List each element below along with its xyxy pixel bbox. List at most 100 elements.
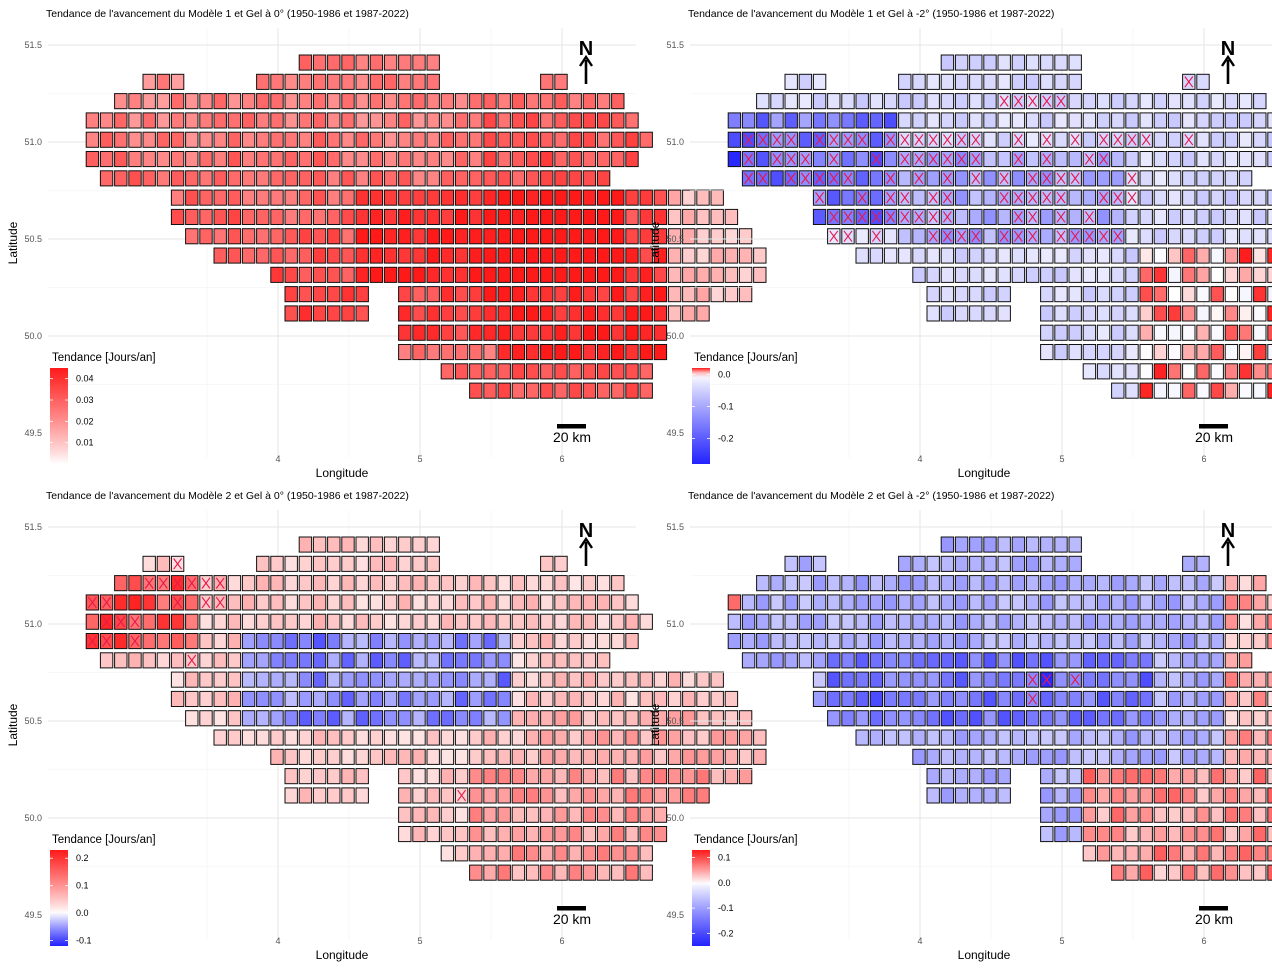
- significance-cross: [201, 596, 211, 609]
- grid-cell: [639, 286, 653, 303]
- grid-cell: [1139, 344, 1153, 361]
- grid-cell: [912, 247, 926, 264]
- grid-cell: [1238, 826, 1253, 843]
- grid-cell: [611, 363, 625, 380]
- grid-cell: [298, 748, 313, 765]
- grid-cell: [1182, 286, 1196, 303]
- grid-cell: [611, 690, 625, 707]
- grid-cell: [497, 671, 511, 688]
- grid-cell: [983, 613, 997, 630]
- grid-cell: [327, 151, 341, 168]
- grid-cell: [940, 671, 955, 688]
- grid-cell: [1238, 208, 1253, 225]
- grid-cell: [940, 633, 955, 650]
- grid-cell: [798, 652, 813, 669]
- grid-cell: [398, 247, 412, 264]
- y-tick-label: 49.5: [666, 910, 684, 920]
- y-axis-label: Latitude: [6, 221, 20, 264]
- grid-cell: [284, 575, 298, 592]
- grid-cell: [724, 768, 739, 785]
- grid-cell: [497, 363, 511, 380]
- grid-cell: [1224, 151, 1239, 168]
- grid-cell: [568, 652, 582, 669]
- grid-cell: [798, 93, 813, 110]
- grid-cell: [997, 247, 1011, 264]
- grid-cell: [1196, 228, 1210, 245]
- grid-cell: [412, 787, 426, 804]
- grid-cell: [855, 93, 869, 110]
- grid-cell: [912, 652, 926, 669]
- grid-cell: [1153, 189, 1168, 206]
- grid-cell: [525, 748, 540, 765]
- grid-cell: [1196, 151, 1210, 168]
- grid-cell: [1040, 690, 1054, 707]
- grid-cell: [383, 729, 398, 746]
- grid-cell: [227, 575, 242, 592]
- significance-cross: [829, 211, 839, 223]
- grid-cell: [483, 613, 497, 630]
- significance-cross: [1113, 134, 1123, 146]
- grid-cell: [1068, 787, 1082, 804]
- grid-cell: [227, 228, 242, 245]
- grid-cell: [270, 671, 284, 688]
- grid-cell: [341, 208, 355, 225]
- grid-cell: [741, 112, 756, 129]
- grid-cell: [1082, 575, 1097, 592]
- grid-cell: [1182, 710, 1196, 727]
- grid-cell: [812, 555, 827, 572]
- grid-cell: [241, 170, 256, 187]
- grid-cell: [969, 671, 983, 688]
- grid-cell: [426, 536, 440, 553]
- grid-cell: [497, 324, 511, 341]
- grid-cell: [841, 652, 855, 669]
- grid-cell: [483, 344, 497, 361]
- grid-cell: [1054, 710, 1068, 727]
- grid-cell: [696, 729, 710, 746]
- grid-cell: [1210, 575, 1224, 592]
- y-tick-label: 50.5: [24, 234, 42, 244]
- grid-cell: [483, 247, 497, 264]
- grid-cell: [383, 748, 398, 765]
- grid-cell: [199, 151, 213, 168]
- significance-cross: [1042, 673, 1052, 686]
- grid-cell: [440, 826, 455, 843]
- grid-cell: [1139, 93, 1153, 110]
- grid-cell: [312, 189, 327, 206]
- grid-cell: [625, 344, 639, 361]
- grid-cell: [653, 208, 668, 225]
- grid-cell: [540, 652, 554, 669]
- grid-cell: [639, 768, 653, 785]
- grid-cell: [1167, 286, 1182, 303]
- grid-cell: [667, 208, 682, 225]
- grid-cell: [954, 93, 969, 110]
- grid-cell: [270, 112, 284, 129]
- grid-cell: [926, 594, 940, 611]
- grid-cell: [170, 189, 185, 206]
- grid-cell: [997, 575, 1011, 592]
- grid-cell: [812, 690, 827, 707]
- scale-bar: [557, 906, 586, 911]
- grid-cell: [596, 382, 611, 399]
- grid-cell: [511, 806, 526, 823]
- grid-cell: [1025, 555, 1040, 572]
- grid-cell: [1253, 228, 1267, 245]
- north-arrow-head-icon: [1221, 536, 1235, 549]
- grid-cell: [312, 729, 327, 746]
- grid-cell: [682, 710, 696, 727]
- grid-cell: [298, 131, 313, 148]
- grid-cell: [128, 594, 142, 611]
- grid-cell: [710, 748, 724, 765]
- grid-cell: [483, 748, 497, 765]
- grid-cell: [596, 305, 611, 322]
- significance-cross: [786, 153, 796, 165]
- grid-cell: [954, 286, 969, 303]
- grid-cell: [426, 305, 440, 322]
- significance-cross: [886, 191, 896, 204]
- grid-cell: [883, 633, 898, 650]
- grid-cell: [1167, 170, 1182, 187]
- grid-cell: [284, 286, 298, 303]
- grid-cell: [440, 286, 455, 303]
- grid-cell: [954, 748, 969, 765]
- grid-cell: [1125, 228, 1139, 245]
- grid-cell: [383, 690, 398, 707]
